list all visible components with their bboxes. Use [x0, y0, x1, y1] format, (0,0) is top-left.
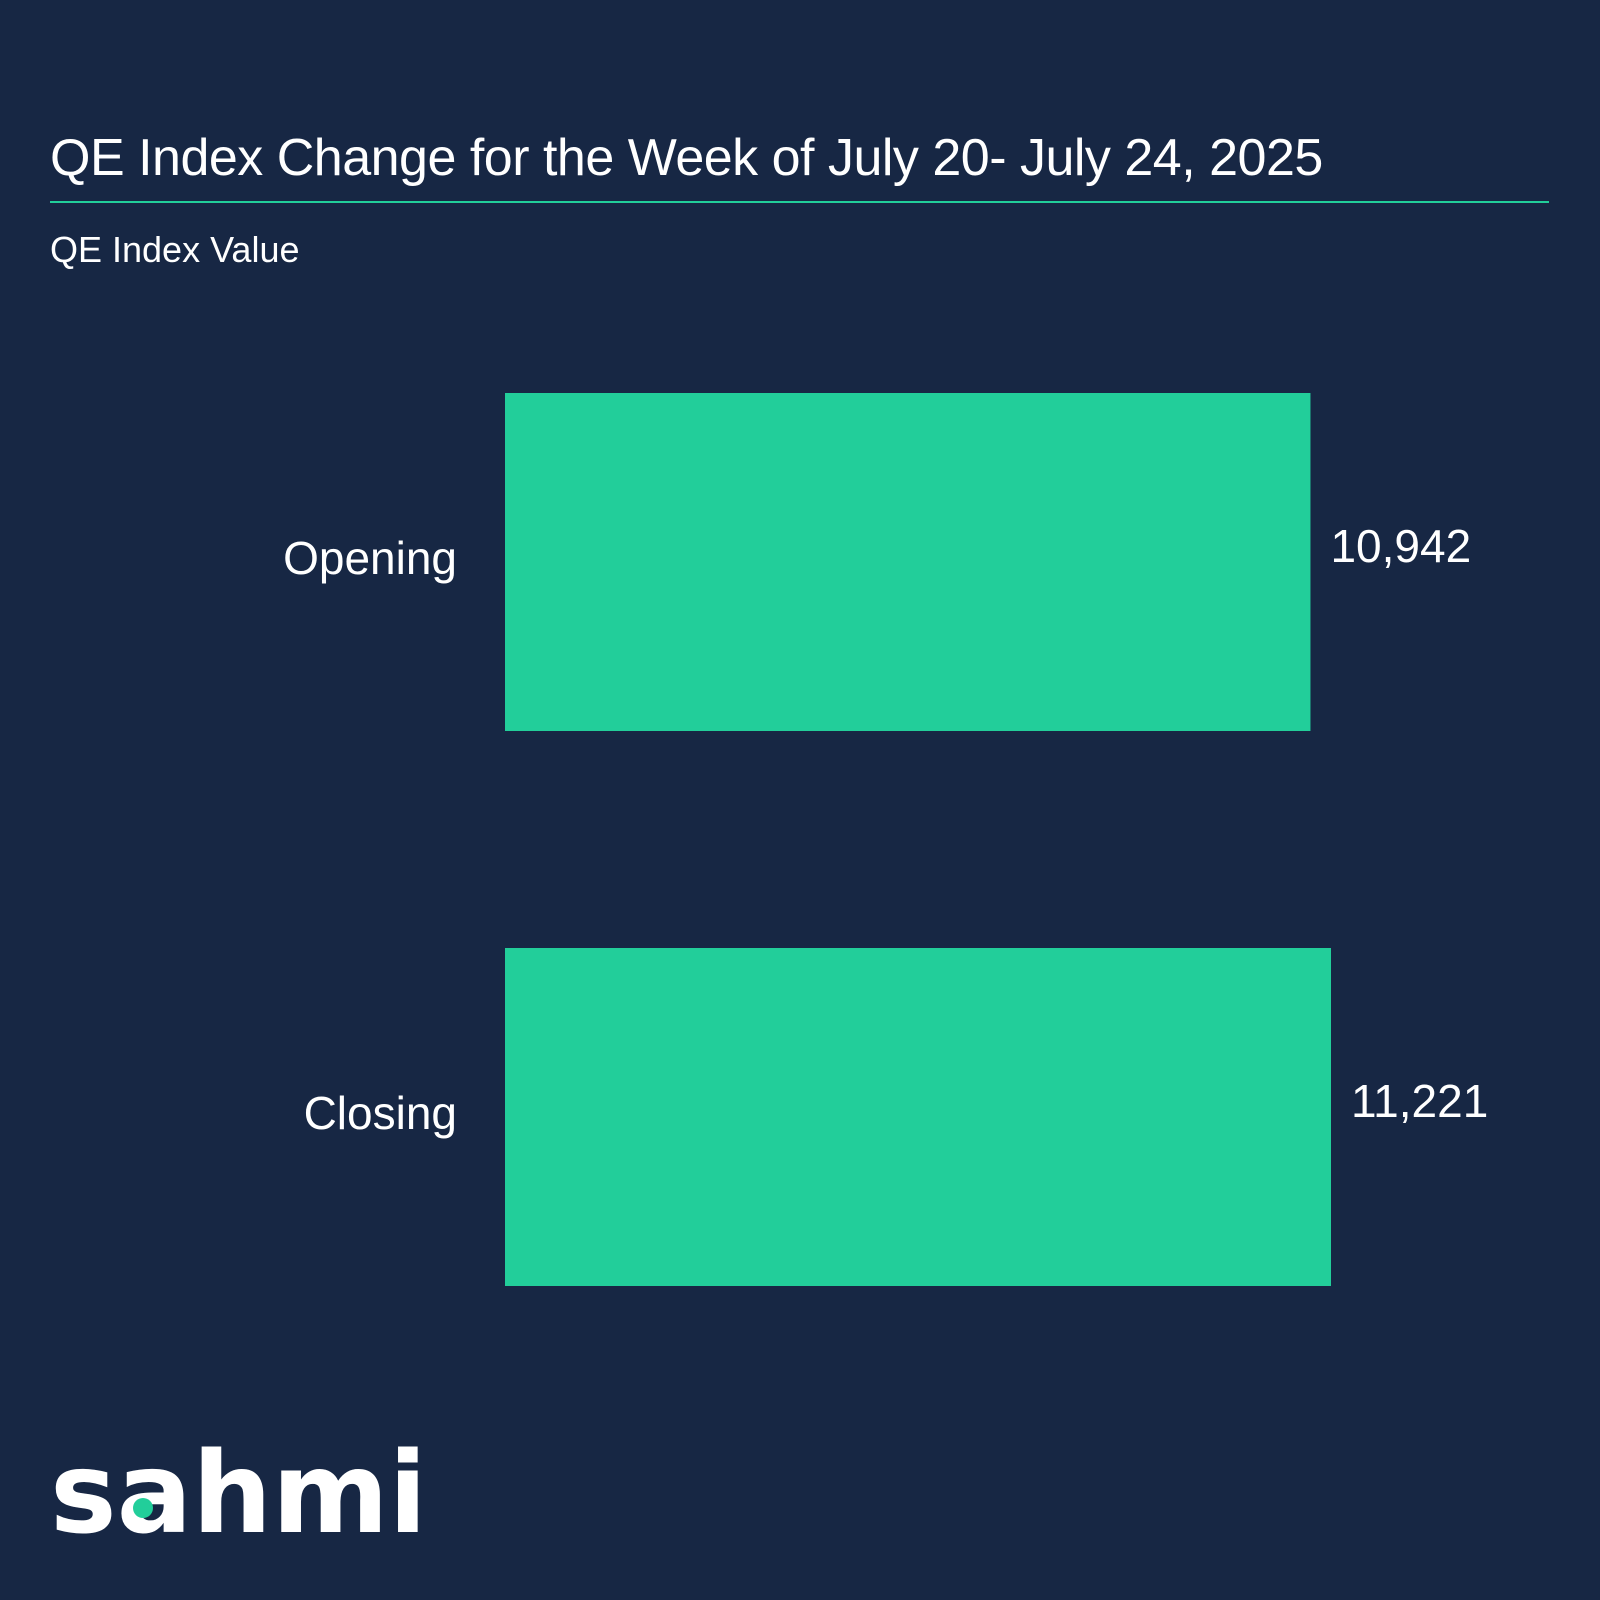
category-label-closing: Closing: [304, 1087, 457, 1139]
logo-accent-dot: [133, 1498, 153, 1518]
category-label-opening: Opening: [283, 532, 457, 584]
chart-subtitle: QE Index Value: [50, 229, 300, 270]
chart-title: QE Index Change for the Week of July 20-…: [50, 129, 1323, 187]
bar-opening: [505, 393, 1311, 731]
value-label-closing: 11,221: [1351, 1075, 1488, 1127]
title-divider: [50, 201, 1549, 203]
sahmik-logo: sahmik: [50, 1440, 430, 1550]
logo-wordmark: sahmik: [50, 1440, 430, 1550]
bar-closing: [505, 948, 1331, 1286]
value-label-opening: 10,942: [1330, 520, 1471, 572]
